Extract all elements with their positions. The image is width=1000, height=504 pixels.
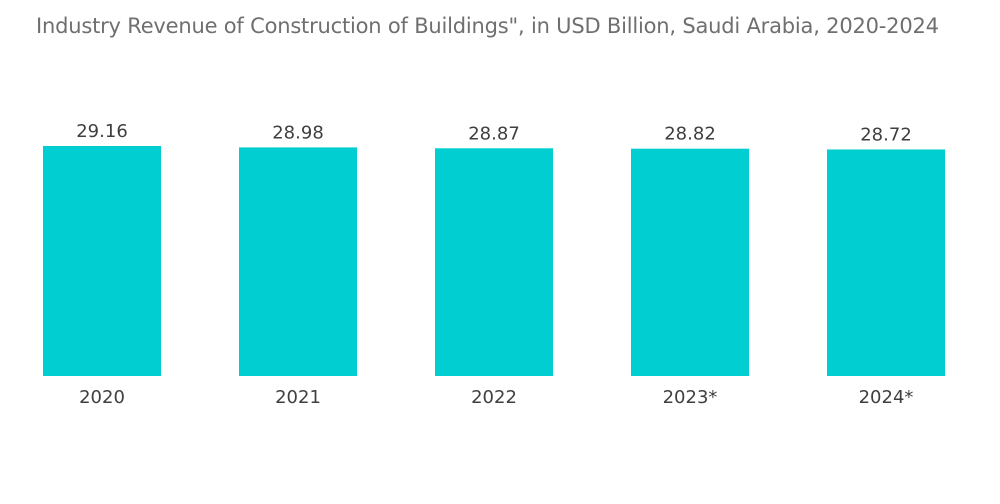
x-tick-label: 2022 (471, 387, 517, 408)
data-label: 28.98 (272, 122, 324, 143)
data-label: 28.72 (860, 124, 912, 145)
bar-2022 (435, 148, 553, 376)
bar-2021 (239, 147, 357, 376)
data-label: 29.16 (76, 121, 128, 142)
data-label: 28.82 (664, 124, 716, 145)
x-tick-label: 2023* (663, 387, 718, 408)
data-label: 28.87 (468, 123, 520, 144)
bar-2023-projected (631, 148, 749, 376)
bar-2024-projected (827, 149, 945, 376)
x-tick-label: 2020 (79, 387, 125, 408)
x-tick-label: 2021 (275, 387, 321, 408)
bar-2020 (43, 146, 161, 376)
chart-title: Industry Revenue of Construction of Buil… (36, 14, 939, 38)
x-tick-label: 2024* (859, 387, 914, 408)
